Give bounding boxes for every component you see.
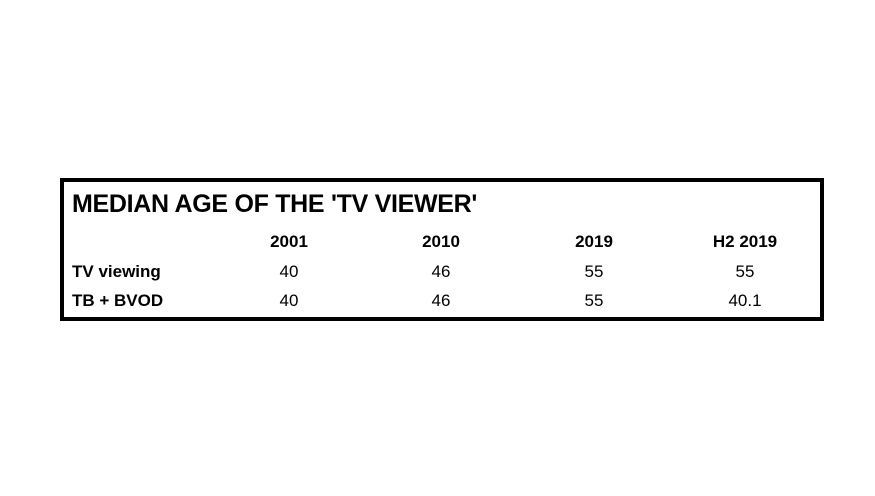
column-header: 2001 bbox=[270, 232, 308, 251]
cell: 55 bbox=[584, 291, 604, 310]
cell: 40 bbox=[279, 262, 299, 281]
cell: 46 bbox=[431, 291, 451, 310]
cell: 55 bbox=[584, 262, 604, 281]
cell: 40 bbox=[279, 291, 299, 310]
column-header: 2019 bbox=[575, 232, 613, 251]
cell: 40.1 bbox=[728, 291, 762, 310]
table-title: MEDIAN AGE OF THE 'TV VIEWER' bbox=[72, 190, 478, 218]
column-header: 2010 bbox=[422, 232, 460, 251]
row-label: TV viewing bbox=[72, 262, 161, 281]
cell: 55 bbox=[735, 262, 755, 281]
column-header: H2 2019 bbox=[712, 232, 778, 251]
cell: 46 bbox=[431, 262, 451, 281]
row-label: TB + BVOD bbox=[72, 291, 164, 310]
table-frame: MEDIAN AGE OF THE 'TV VIEWER' 2001 2010 20… bbox=[60, 178, 824, 321]
